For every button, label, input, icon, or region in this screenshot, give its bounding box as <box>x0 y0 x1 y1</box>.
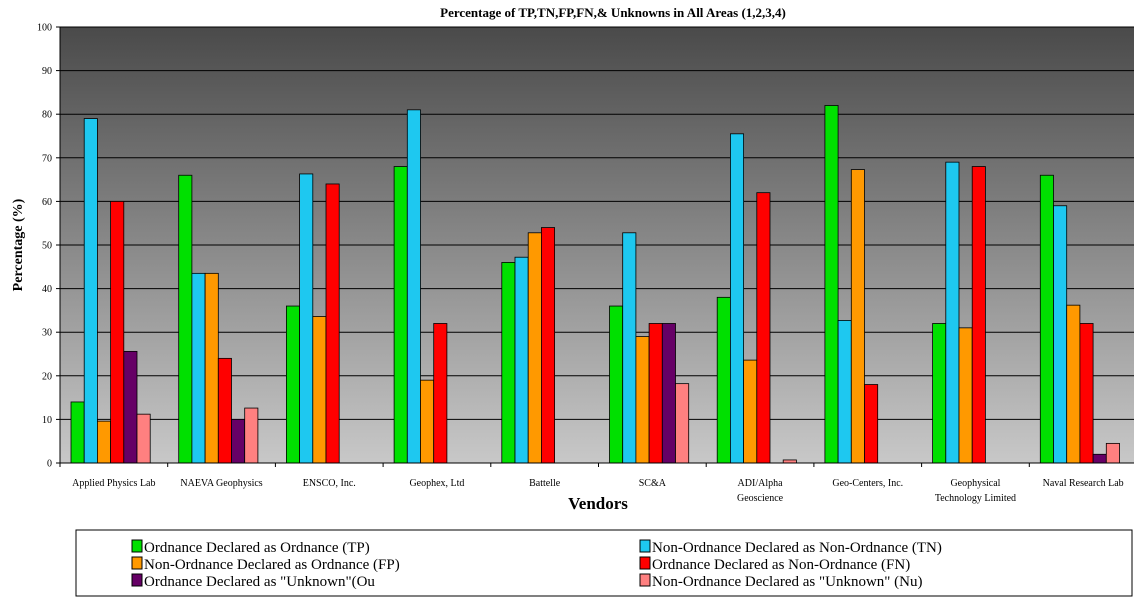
x-tick-label: Geo-Centers, Inc. <box>832 478 903 489</box>
bar <box>1066 304 1081 464</box>
bar <box>178 174 193 464</box>
x-tick-label: Technology Limited <box>935 493 1016 504</box>
legend-label: Ordnance Declared as "Unknown"(Ou <box>144 574 375 590</box>
x-tick-label: Geophex, Ltd <box>409 478 464 489</box>
bar <box>204 272 219 464</box>
bar <box>945 161 960 464</box>
y-tick-label: 10 <box>42 415 52 426</box>
bar <box>609 305 624 464</box>
bar <box>70 401 85 464</box>
bar <box>393 166 408 464</box>
x-tick-label: Battelle <box>529 478 561 489</box>
legend-label: Ordnance Declared as Ordnance (TP) <box>144 540 370 556</box>
bar <box>420 379 435 464</box>
bar <box>541 227 556 464</box>
legend-items: Ordnance Declared as Ordnance (TP) Non-Or… <box>131 539 942 590</box>
bar <box>433 323 448 464</box>
legend-label: Non-Ordnance Declared as "Unknown" (Nu) <box>652 574 922 590</box>
x-tick-label: ADI/Alpha <box>738 478 784 489</box>
y-tick-label: 60 <box>42 197 52 208</box>
legend-swatch <box>131 539 143 553</box>
y-tick-label: 20 <box>42 371 52 382</box>
legend-swatch <box>639 556 651 570</box>
bar <box>850 169 865 464</box>
bar <box>217 357 232 464</box>
y-tick-label: 30 <box>42 328 52 339</box>
x-axis-ticks: Applied Physics Lab NAEVA Geophysics ENSCO… <box>59 463 1124 504</box>
x-tick-label: SC&A <box>639 478 667 489</box>
bar <box>325 183 340 464</box>
y-tick-label: 80 <box>42 110 52 121</box>
bar <box>864 384 879 464</box>
bar <box>299 173 314 464</box>
legend-box <box>75 529 1133 597</box>
y-tick-label: 100 <box>37 23 52 34</box>
bar <box>136 413 151 464</box>
y-axis-ticks: 0 10 20 30 40 50 60 70 80 90 100 <box>37 23 60 470</box>
bar <box>1092 453 1107 464</box>
bar <box>730 133 745 464</box>
bar <box>110 200 125 464</box>
bar <box>1053 205 1068 464</box>
x-tick-label: ENSCO, Inc. <box>303 478 356 489</box>
bar <box>958 327 973 464</box>
bar <box>1039 174 1054 464</box>
bar <box>743 359 758 464</box>
legend-label: Ordnance Declared as Non-Ordnance (FN) <box>652 557 910 573</box>
bar <box>231 418 246 464</box>
y-tick-label: 70 <box>42 153 52 164</box>
bar <box>83 118 98 464</box>
bar <box>971 166 986 464</box>
x-axis-label: Vendors <box>568 494 628 513</box>
x-tick-label: Geophysical <box>950 478 1000 489</box>
bar <box>635 336 650 464</box>
y-tick-label: 50 <box>42 241 52 252</box>
gridlines <box>60 26 1134 420</box>
x-tick-label: Geoscience <box>737 493 784 504</box>
bar <box>312 316 327 464</box>
bar <box>527 232 542 464</box>
bar <box>244 407 259 464</box>
bar <box>1105 442 1120 464</box>
bar <box>285 305 300 464</box>
bar <box>648 323 663 464</box>
bar <box>514 256 529 464</box>
bar <box>622 232 637 464</box>
bar <box>932 323 947 464</box>
bar <box>675 383 690 464</box>
x-tick-label: Applied Physics Lab <box>72 478 155 489</box>
bar <box>123 350 138 464</box>
legend: Ordnance Declared as Ordnance (TP) Non-Or… <box>75 529 1133 597</box>
y-tick-label: 40 <box>42 284 52 295</box>
legend-swatch <box>639 573 651 587</box>
legend-swatch <box>131 573 143 587</box>
bar <box>824 105 839 464</box>
bar <box>501 262 516 464</box>
x-tick-label: Naval Research Lab <box>1043 478 1124 489</box>
bar <box>837 320 852 464</box>
legend-label: Non-Ordnance Declared as Ordnance (FP) <box>144 557 400 573</box>
y-tick-label: 90 <box>42 66 52 77</box>
legend-label: Non-Ordnance Declared as Non-Ordnance (T… <box>652 540 942 556</box>
bar <box>756 192 771 464</box>
bar <box>406 109 421 464</box>
bar <box>661 323 676 464</box>
legend-swatch <box>131 556 143 570</box>
x-tick-label: NAEVA Geophysics <box>180 478 262 489</box>
chart-title: Percentage of TP,TN,FP,FN,& Unknowns in … <box>440 5 786 20</box>
bar <box>97 420 112 464</box>
bar <box>191 272 206 464</box>
bar <box>1079 323 1094 464</box>
legend-swatch <box>639 539 651 553</box>
y-tick-label: 0 <box>47 459 52 470</box>
y-axis-label: Percentage (%) <box>11 198 26 291</box>
bar <box>716 296 731 464</box>
